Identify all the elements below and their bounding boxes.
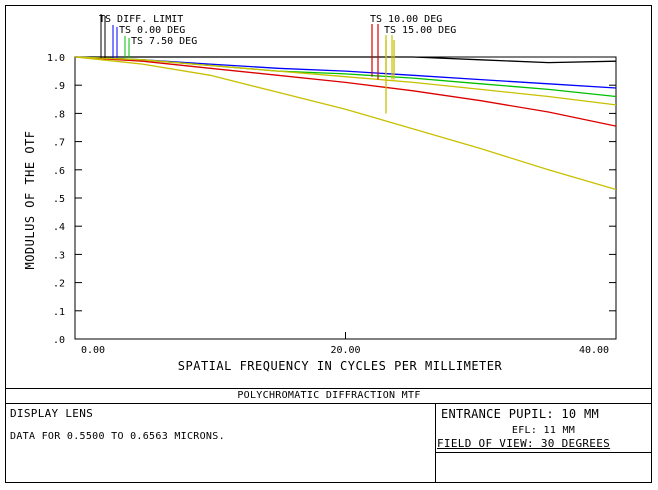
series-line-3 xyxy=(74,56,617,127)
legend-label-left: TS DIFF. LIMIT xyxy=(99,14,183,25)
plot-area-border xyxy=(74,56,617,340)
footer-entrance-pupil: ENTRANCE PUPIL: 10 MM xyxy=(441,407,600,421)
y-tick-label: .9 xyxy=(53,81,65,92)
y-tick-label: .1 xyxy=(53,307,65,318)
y-tick-label: .7 xyxy=(53,138,65,149)
footer-lens: DISPLAY LENS xyxy=(10,407,94,420)
y-tick-label: .0 xyxy=(53,335,65,346)
y-tick-label: .3 xyxy=(53,250,65,261)
x-axis-label: SPATIAL FREQUENCY IN CYCLES PER MILLIMET… xyxy=(178,359,503,373)
x-tick-label: 0.00 xyxy=(81,345,105,356)
footer-right-divider xyxy=(435,452,652,453)
chart-axes xyxy=(74,56,617,340)
y-tick-label: .6 xyxy=(53,166,65,177)
chart-ticks: .0 .1 .2 .3 .4 .5 .6 .7 .8 .9 1.0 0.00 20.00 40.00 xyxy=(47,53,617,356)
footer-efl: EFL: 11 MM xyxy=(511,425,576,436)
footer-column-divider xyxy=(435,403,436,483)
x-tick-label: 40.00 xyxy=(579,345,609,356)
footer-title: POLYCHROMATIC DIFFRACTION MTF xyxy=(237,390,421,401)
y-tick-label: .5 xyxy=(53,194,65,205)
footer-top-divider xyxy=(5,388,652,389)
chart-series xyxy=(74,56,617,191)
y-tick-label: .4 xyxy=(53,222,65,233)
series-line-4 xyxy=(74,56,617,106)
legend-label-left: TS 0.00 DEG xyxy=(119,25,185,36)
x-tick-label: 20.00 xyxy=(330,345,360,356)
y-axis-label: MODULUS OF THE OTF xyxy=(23,130,37,269)
y-tick-label: .8 xyxy=(53,109,65,120)
series-line-0 xyxy=(75,56,617,64)
footer-data-range: DATA FOR 0.5500 TO 0.6563 MICRONS. xyxy=(10,431,225,442)
series-line-5 xyxy=(74,56,617,191)
legend-label-left: TS 7.50 DEG xyxy=(131,36,197,47)
legend-label-right: TS 10.00 DEG xyxy=(370,14,442,25)
footer-fov: FIELD OF VIEW: 30 DEGREES xyxy=(437,437,611,450)
y-tick-label: 1.0 xyxy=(47,53,65,64)
legend-label-right: TS 15.00 DEG xyxy=(384,25,456,36)
report-frame xyxy=(5,5,652,483)
footer-title-divider xyxy=(5,403,652,404)
y-tick-label: .2 xyxy=(53,279,65,290)
